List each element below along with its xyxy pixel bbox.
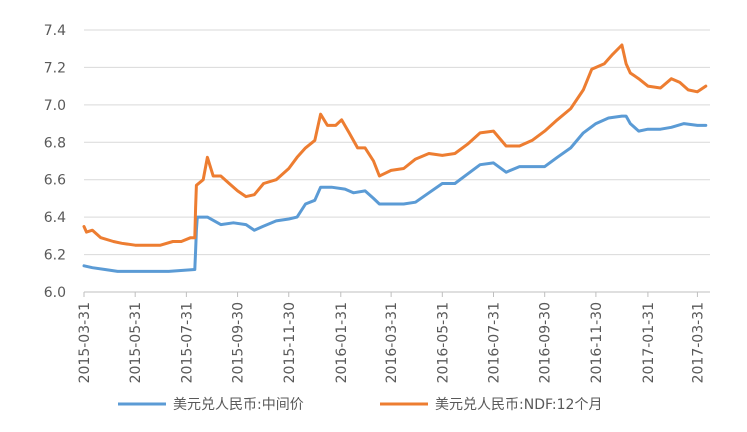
x-tick-label: 2015-09-30 (231, 302, 247, 383)
x-tick-label: 2015-11-30 (282, 302, 298, 383)
y-tick-label: 7.2 (44, 60, 66, 76)
series-lines (82, 43, 708, 273)
y-tick-label: 6.0 (44, 285, 66, 301)
x-axis: 2015-03-31 2015-05-31 2015-07-31 2015-09-30… (77, 291, 710, 383)
x-tick-label: 2017-01-31 (641, 302, 657, 383)
x-tick-label: 2016-03-31 (384, 302, 400, 383)
x-tick-label: 2015-03-31 (77, 302, 93, 383)
x-tick-label: 2016-11-30 (589, 302, 605, 383)
y-tick-label: 6.6 (44, 173, 66, 189)
x-tick-label: 2015-07-31 (179, 302, 195, 383)
y-tick-label: 7.0 (44, 98, 66, 114)
y-tick-label: 7.4 (44, 23, 66, 39)
legend: 美元兑人民币:中间价 美元兑人民币:NDF:12个月 (118, 397, 602, 413)
legend-label-1: 美元兑人民币:NDF:12个月 (435, 397, 602, 413)
y-tick-label: 6.2 (44, 248, 66, 264)
x-tick-label: 2016-05-31 (435, 302, 451, 383)
x-tick-label: 2016-09-30 (538, 302, 554, 383)
x-tick-label: 2015-05-31 (128, 302, 144, 383)
gridlines (84, 29, 710, 293)
x-tick-label: 2016-01-31 (334, 302, 350, 383)
y-tick-label: 6.8 (44, 135, 66, 151)
y-axis: 6.0 6.2 6.4 6.6 6.8 7.0 7.2 7.4 (44, 23, 66, 301)
series-line-0 (82, 114, 708, 273)
legend-label-0: 美元兑人民币:中间价 (173, 397, 304, 413)
x-tick-label: 2017-03-31 (690, 302, 706, 383)
y-tick-label: 6.4 (44, 210, 66, 226)
x-tick-label: 2016-07-31 (487, 302, 503, 383)
series-line-1 (82, 43, 708, 247)
